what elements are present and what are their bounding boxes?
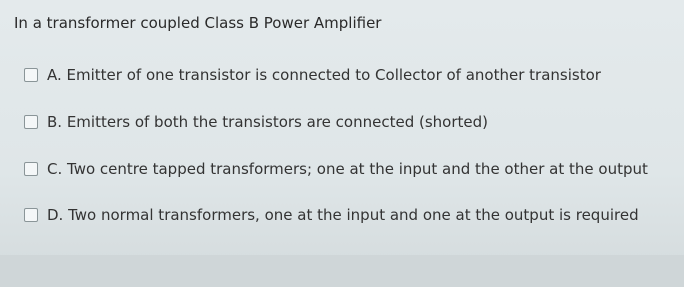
checkbox[interactable] [24,208,38,222]
checkbox[interactable] [24,115,38,129]
option[interactable]: D. Two normal transformers, one at the i… [24,206,639,224]
option-text: C. Two centre tapped transformers; one a… [47,160,648,178]
checkbox[interactable] [24,162,38,176]
question-text: In a transformer coupled Class B Power A… [14,14,382,32]
option-text: B. Emitters of both the transistors are … [47,113,488,131]
option-text: A. Emitter of one transistor is connecte… [47,66,601,84]
option-text: D. Two normal transformers, one at the i… [47,206,639,224]
option[interactable]: A. Emitter of one transistor is connecte… [24,66,601,84]
checkbox[interactable] [24,68,38,82]
option[interactable]: C. Two centre tapped transformers; one a… [24,160,648,178]
option[interactable]: B. Emitters of both the transistors are … [24,113,488,131]
footer-strip [0,255,684,287]
